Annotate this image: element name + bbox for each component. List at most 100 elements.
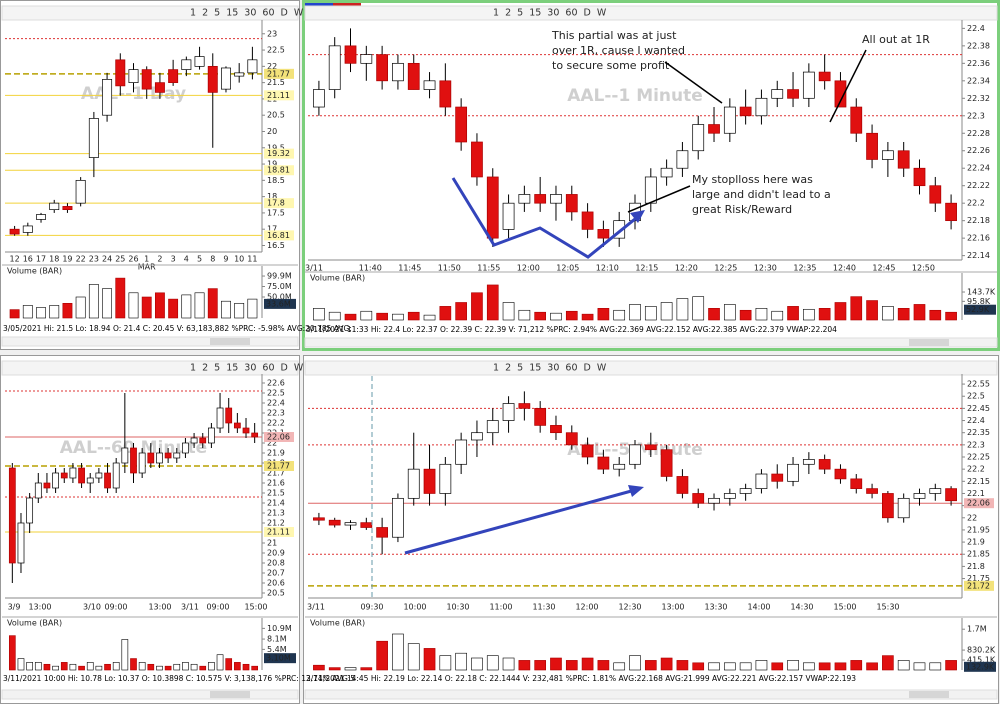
timeframe-buttons: 1 2 5 15 30 60 D W [190,8,304,19]
volume-bar [121,639,129,671]
volume-bar [723,304,736,321]
candle-body [102,79,113,116]
candle-body [112,462,120,489]
y-tick-label: 22 [267,439,277,448]
volume-bar [818,308,831,321]
candle-body [613,463,626,470]
y-tick-label: 22.5 [967,392,985,401]
y-tick-label: 20.7 [267,569,285,578]
y-tick-label: 21 [267,539,277,548]
candle-body [834,80,847,108]
volume-bar [36,307,46,319]
volume-bar [897,660,910,671]
x-tick-label: 12:50 [912,264,935,273]
y-tick-label: 22.28 [967,129,990,138]
annotation-arrow [664,61,723,104]
annotation: All out at 1R [862,33,930,46]
candle-body [128,69,139,83]
annotation-arrow [627,185,691,213]
scrollbar [304,337,998,348]
x-tick-label: 12:30 [618,603,641,612]
x-tick-label: 25 [115,255,125,264]
volume-bar [34,662,42,671]
candle-body [182,442,189,454]
scrollbar-thumb[interactable] [210,338,250,345]
y-tick-label: 22.2 [967,465,985,474]
volume-bar [141,296,152,319]
candle-body [86,477,94,484]
candle-body [818,71,831,82]
volume-bar [534,311,547,321]
toolbar [1,360,299,376]
x-tick-label: 12:45 [872,264,895,273]
x-tick-label: 23 [89,255,99,264]
x-tick-label: 3/9 [8,603,21,612]
volume-bar [164,665,172,671]
volume-bar [676,660,689,671]
candle-body [597,229,610,239]
volume-bar [945,311,957,321]
volume-bar [181,294,192,319]
volume-bar [182,662,189,671]
y-tick-label: 19.5 [267,143,285,152]
y-tick-label: 16.5 [267,241,285,250]
candle-body [455,106,468,143]
candle-body [75,179,86,204]
y-tick-label: 22.14 [967,251,990,260]
volume-bar [313,308,325,321]
candle-body [423,80,436,90]
y-tick-label: 22.16 [967,234,990,243]
candle-body [755,97,768,117]
volume-tick-label: 830.2K [967,646,996,655]
toolbar [304,5,998,21]
volume-bar [225,658,233,671]
candle-body [407,62,420,90]
volume-bar [423,314,436,321]
volume-box [264,298,296,309]
price-box-label: 22.06 [967,499,990,508]
volume-bar [392,633,404,671]
volume-bar [771,662,784,671]
candle-body [242,427,250,434]
candle-body [36,214,46,220]
x-tick-label: 11:00 [489,603,512,612]
scrollbar-thumb[interactable] [909,339,949,346]
level-label: 18.81 [267,166,290,175]
candle-body [199,437,207,444]
candle-body [313,89,325,108]
x-tick-label: 15:00 [244,603,267,612]
volume-bar [787,306,799,321]
volume-bar [168,298,179,319]
candle-body [486,176,499,239]
volume-bar [771,310,784,321]
volume-bar [207,288,218,319]
price-box [964,498,994,509]
volume-title: Volume (BAR) [310,274,365,283]
scrollbar-thumb[interactable] [210,691,250,698]
y-tick-label: 22.34 [967,76,990,85]
candle-body [141,69,152,90]
x-tick-label: 12:15 [635,264,658,273]
volume-bar [739,309,752,321]
y-tick-label: 22.1 [967,489,985,498]
scrollbar-thumb[interactable] [909,691,949,698]
volume-bar [518,309,531,321]
x-tick-label: 12:00 [517,264,540,273]
x-tick-label: 12:40 [833,264,856,273]
y-tick-label: 22.3 [267,409,285,418]
volume-bar [360,667,373,671]
volume-bar [565,660,578,671]
volume-bar [360,310,373,321]
x-tick-label: 13:00 [148,603,171,612]
candle-body [360,522,373,528]
volume-tick-label: 95.8K [967,297,991,306]
volume-bar [708,662,720,671]
volume-box-label: 3.10M [266,654,291,663]
candle-body [723,106,736,134]
info-line: 3/11/2021 14:45 Hi: 22.19 Lo: 22.14 O: 2… [306,674,856,683]
y-tick-label: 22.55 [967,380,990,389]
candle-body [502,403,515,421]
candle-body [22,225,33,233]
volume-tick-label: 1.7M [967,625,987,634]
